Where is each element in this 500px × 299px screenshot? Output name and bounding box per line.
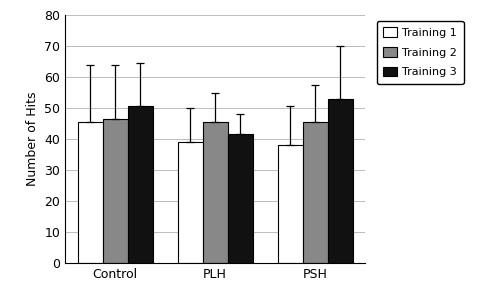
Bar: [102, 119, 128, 263]
Bar: [78, 122, 102, 263]
Bar: [128, 106, 152, 263]
Bar: [202, 122, 228, 263]
Bar: [278, 145, 302, 263]
Bar: [302, 122, 328, 263]
Bar: [328, 99, 352, 263]
Legend: Training 1, Training 2, Training 3: Training 1, Training 2, Training 3: [376, 21, 464, 84]
Bar: [228, 134, 252, 263]
Y-axis label: Number of Hits: Number of Hits: [26, 92, 38, 186]
Bar: [178, 142, 203, 263]
